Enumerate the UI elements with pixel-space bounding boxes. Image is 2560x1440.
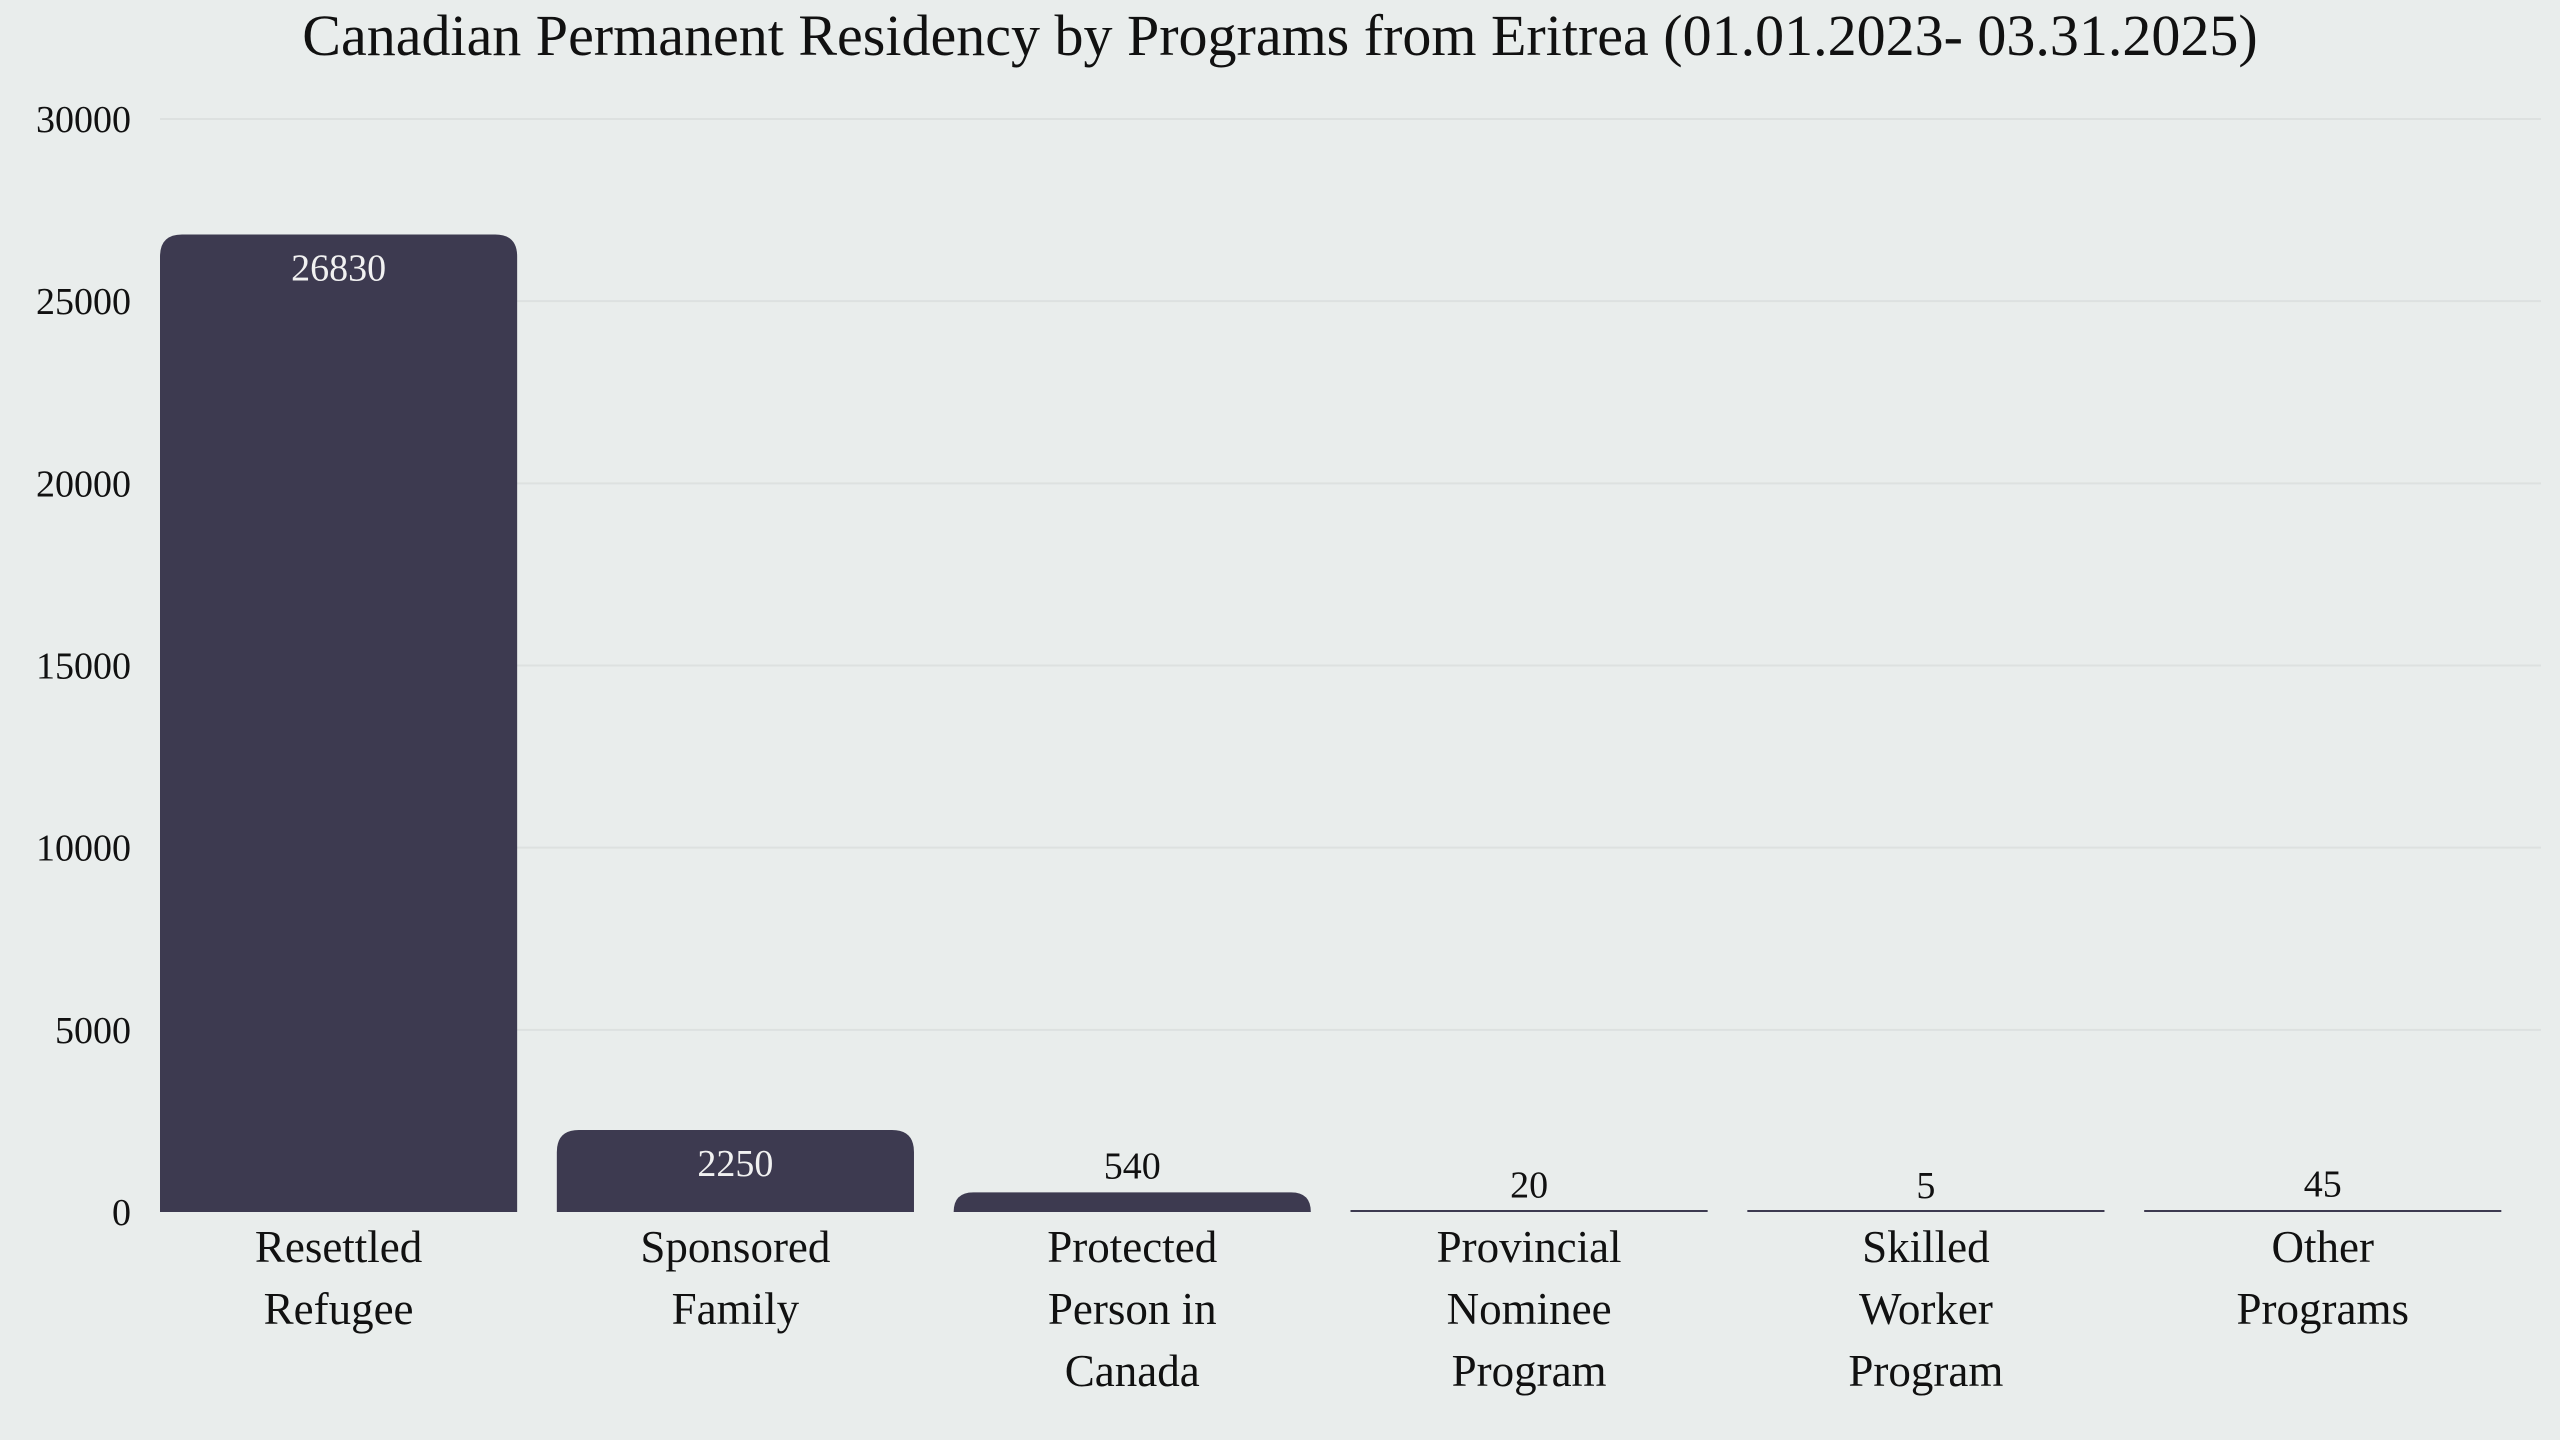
bar-value-label: 45	[2304, 1163, 2342, 1205]
x-tick-label: Programs	[2236, 1284, 2409, 1334]
x-tick-label: Resettled	[255, 1222, 422, 1272]
y-tick-label: 25000	[36, 281, 131, 323]
x-tick-label: Program	[1452, 1346, 1607, 1396]
y-tick-label: 0	[112, 1192, 131, 1234]
x-tick-label: Worker	[1859, 1284, 1993, 1334]
y-tick-label: 15000	[36, 646, 131, 688]
x-tick-label: Family	[672, 1284, 800, 1334]
x-tick-label: Program	[1848, 1346, 2003, 1396]
x-tick-label: Provincial	[1437, 1222, 1622, 1272]
x-tick-label: Other	[2272, 1222, 2374, 1272]
chart-title: Canadian Permanent Residency by Programs…	[302, 3, 2258, 68]
bar-value-label: 20	[1510, 1164, 1548, 1206]
x-tick-label: Person in	[1048, 1284, 1217, 1334]
x-tick-label: Skilled	[1862, 1222, 1990, 1272]
y-tick-label: 5000	[55, 1010, 131, 1052]
bar	[2144, 1210, 2502, 1212]
bar	[1747, 1210, 2105, 1212]
bar-value-label: 540	[1104, 1145, 1161, 1187]
bar	[1350, 1210, 1708, 1212]
y-tick-label: 30000	[36, 99, 131, 141]
x-tick-label: Sponsored	[640, 1222, 830, 1272]
bar-value-label: 26830	[291, 247, 386, 289]
y-tick-label: 20000	[36, 463, 131, 505]
x-tick-label: Protected	[1047, 1222, 1217, 1272]
bar-value-label: 5	[1916, 1165, 1935, 1207]
bar	[160, 234, 518, 1213]
bar-value-label: 2250	[697, 1143, 773, 1185]
x-tick-label: Canada	[1065, 1346, 1200, 1396]
bar	[953, 1192, 1311, 1212]
y-tick-label: 10000	[36, 828, 131, 870]
bar	[556, 1130, 914, 1212]
x-tick-label: Refugee	[264, 1284, 414, 1334]
x-tick-label: Nominee	[1447, 1284, 1612, 1334]
